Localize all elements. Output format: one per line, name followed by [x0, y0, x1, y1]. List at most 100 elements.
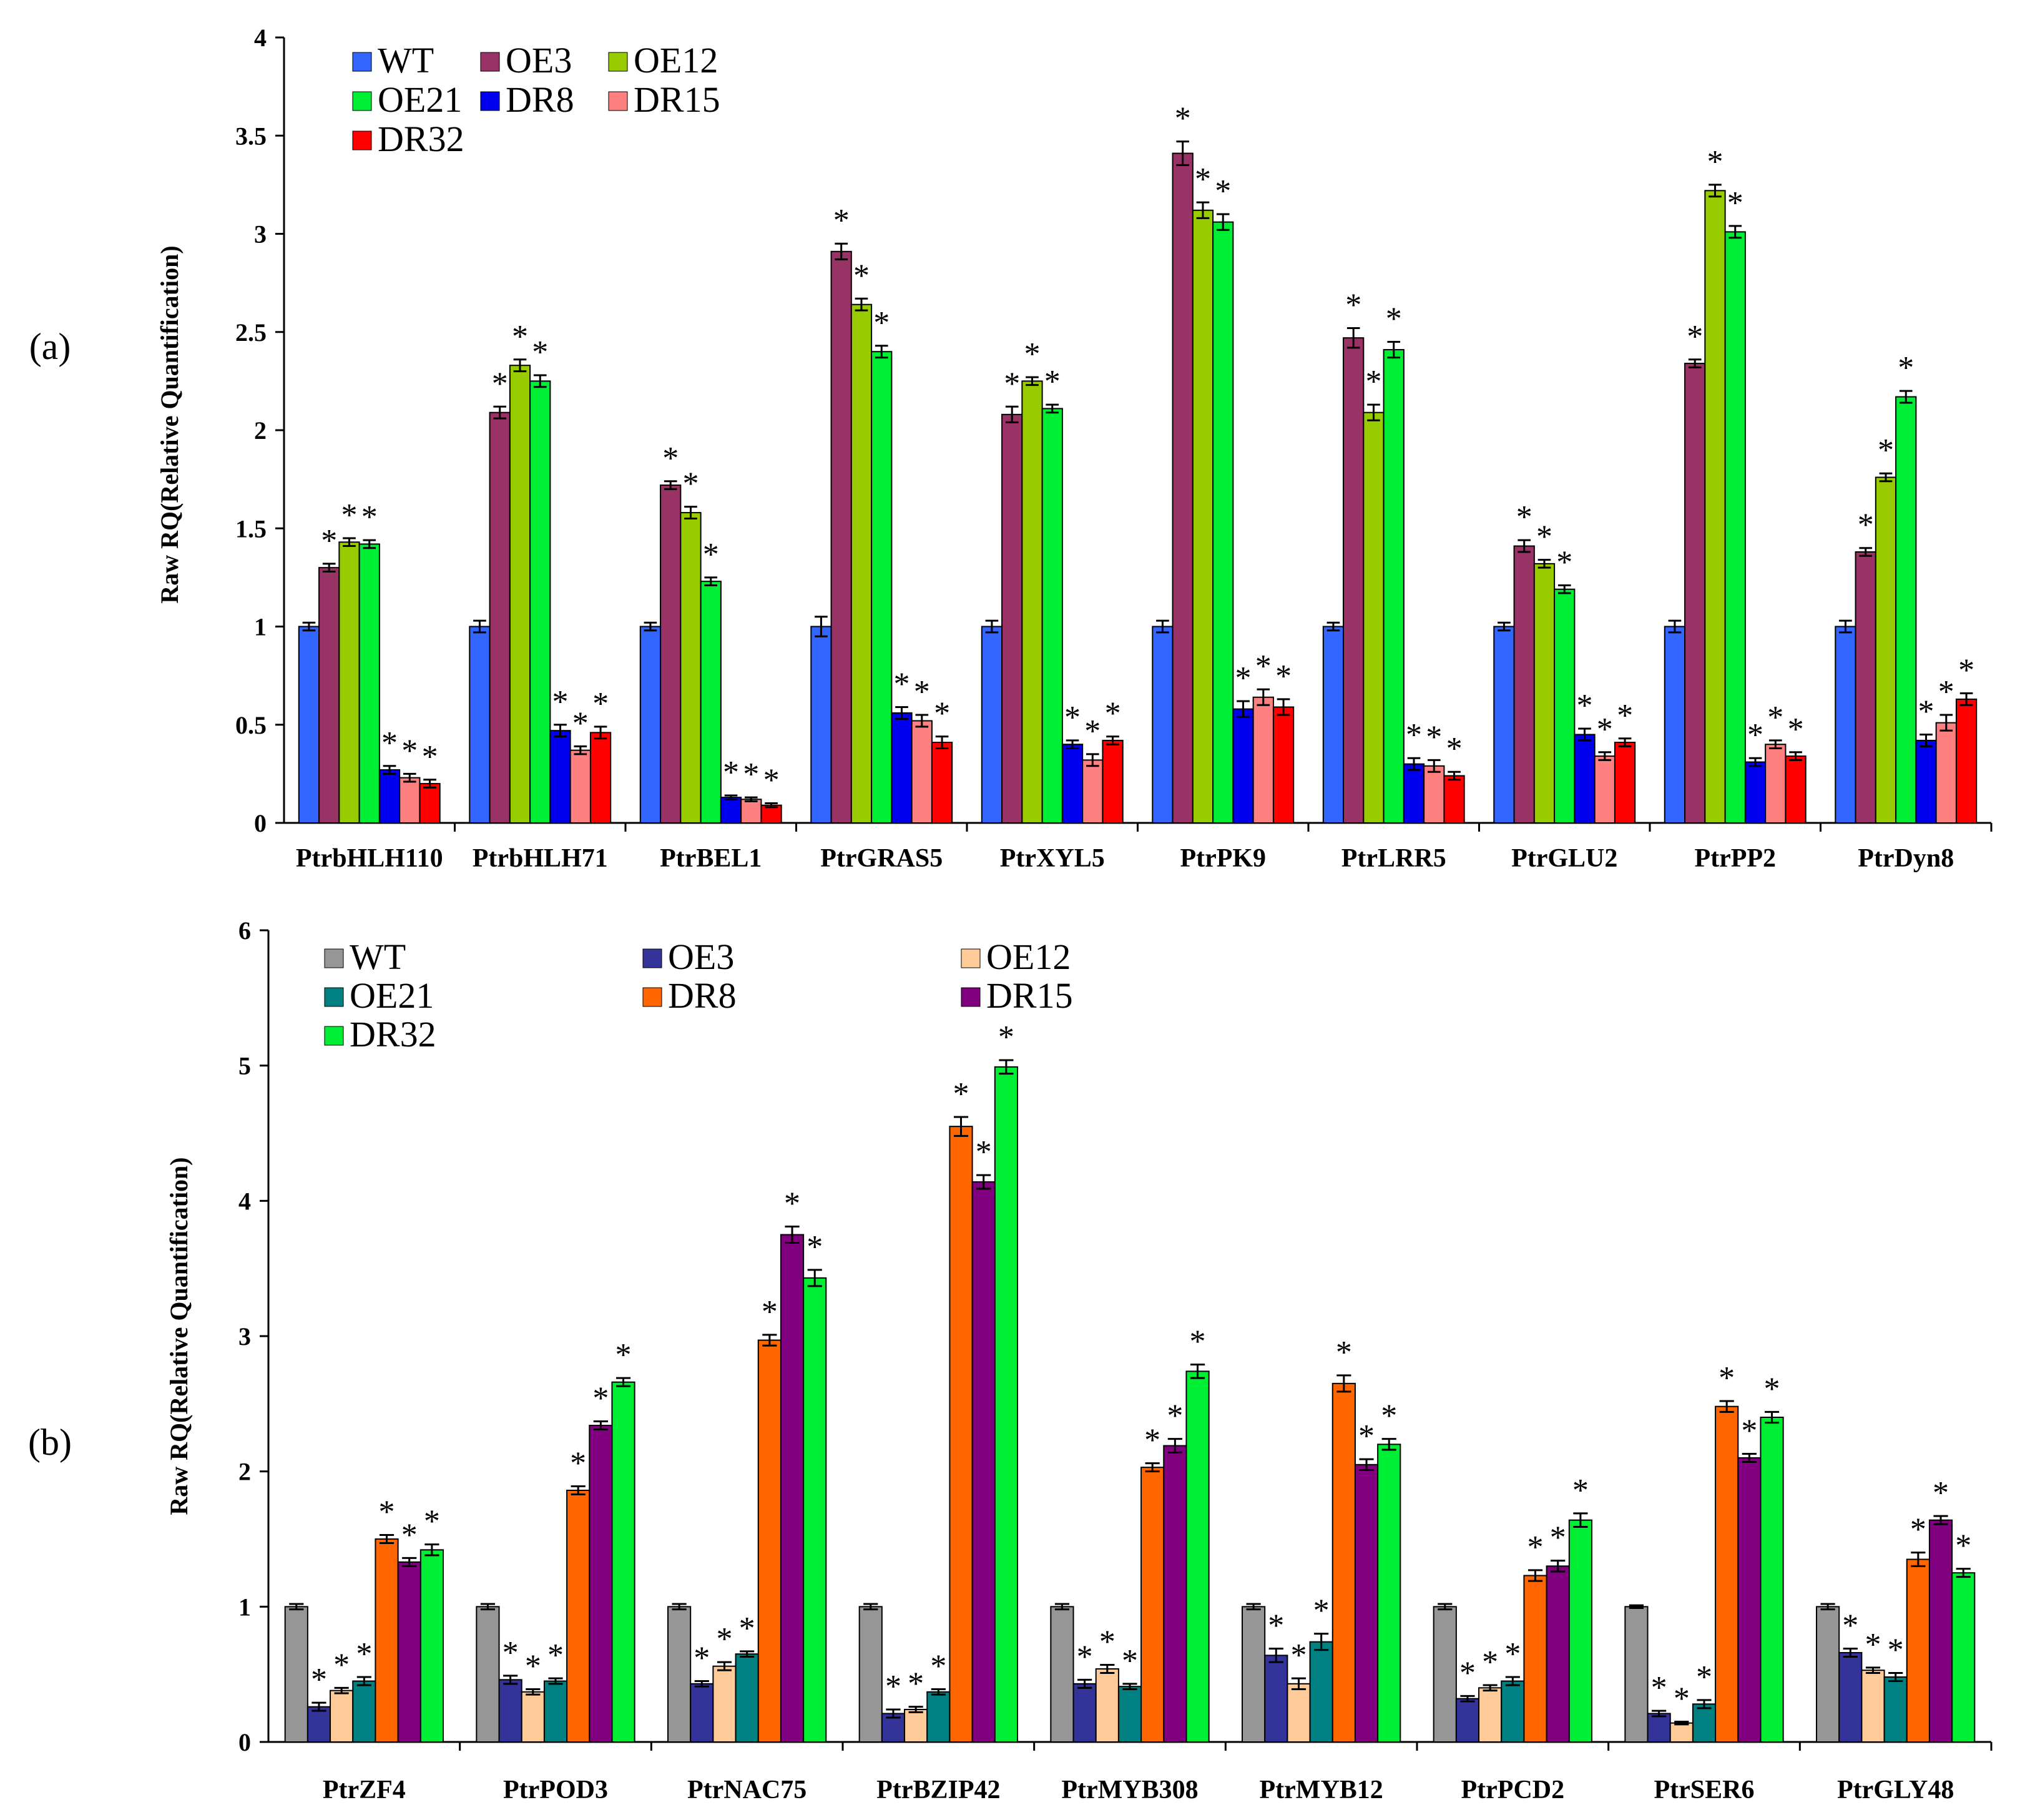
panel-a-bar — [399, 777, 421, 824]
panel-a-bar — [1574, 734, 1596, 824]
panel-a-bar — [1423, 765, 1445, 824]
panel-a-significance-star: * — [552, 684, 569, 720]
panel-b-significance-star: * — [1910, 1512, 1926, 1548]
panel-b-y-tick-label: 6 — [238, 917, 251, 945]
panel-b-significance-star: * — [1459, 1655, 1476, 1691]
panel-a-legend-swatch — [480, 52, 500, 72]
panel-b-significance-star: * — [1550, 1520, 1566, 1556]
panel-a-bar — [740, 799, 762, 824]
panel-b-significance-star: * — [1888, 1633, 1904, 1668]
panel-a-bar — [509, 365, 531, 824]
panel-a-bar — [1252, 696, 1274, 824]
panel-b-bar — [1264, 1655, 1288, 1743]
panel-b-bar — [498, 1679, 522, 1743]
panel-a-bar — [1785, 755, 1807, 824]
panel-b-bar — [1163, 1445, 1187, 1743]
panel-b-bar — [1523, 1575, 1547, 1743]
panel-b-significance-star: * — [1313, 1593, 1330, 1629]
panel-b-bar — [690, 1683, 714, 1743]
panel-a-significance-star: * — [1938, 674, 1954, 710]
panel-a-bar — [639, 626, 662, 824]
panel-b-bar — [1838, 1652, 1863, 1743]
panel-a-significance-star: * — [381, 726, 398, 761]
panel-a-bar — [1955, 698, 1978, 824]
panel-b-bar — [1478, 1687, 1503, 1743]
panel-b-legend-swatch — [324, 987, 344, 1007]
panel-b-bar — [1906, 1558, 1930, 1743]
panel-a-category-label: PtrGLU2 — [1511, 844, 1617, 873]
panel-a-significance-star: * — [1044, 364, 1061, 400]
panel-a-significance-star: * — [1597, 712, 1613, 747]
panel-b-bar — [1377, 1444, 1401, 1743]
panel-b-bar — [949, 1126, 973, 1743]
panel-a-bar — [529, 380, 551, 824]
panel-a-bar — [1614, 742, 1636, 824]
panel-b-bar — [352, 1680, 376, 1743]
panel-b-bar — [1883, 1676, 1908, 1743]
panel-a-category-label: PtrPK9 — [1180, 844, 1266, 873]
panel-a-significance-star: * — [1687, 319, 1703, 355]
panel-b-bar — [521, 1691, 545, 1743]
panel-a-bar — [981, 626, 1003, 824]
panel-a-significance-star: * — [833, 203, 850, 239]
panel-a-significance-star: * — [894, 666, 910, 702]
panel-b-bar — [375, 1538, 399, 1743]
panel-b-bar — [1760, 1417, 1784, 1743]
panel-a-bar — [1855, 551, 1876, 824]
panel-a-bar — [1915, 739, 1937, 824]
panel-a-significance-star: * — [1175, 101, 1191, 137]
panel-a-legend-label: DR15 — [634, 79, 720, 120]
panel-b-legend-swatch — [642, 987, 662, 1007]
panel-b-significance-star: * — [1381, 1399, 1397, 1434]
panel-b-bar — [735, 1653, 759, 1743]
panel-b-significance-star: * — [503, 1635, 519, 1671]
panel-a-bar — [931, 742, 953, 824]
panel-a-y-tick-label: 2.5 — [235, 318, 267, 347]
panel-a-bar — [1322, 626, 1345, 824]
panel-b-significance-star: * — [379, 1495, 395, 1530]
panel-b-bar — [1455, 1698, 1480, 1743]
panel-b-significance-star: * — [694, 1641, 710, 1676]
panel-a-significance-star: * — [662, 441, 679, 476]
panel-a-bar — [1835, 626, 1856, 824]
panel-b-significance-star: * — [1144, 1423, 1160, 1458]
panel-b-y-tick-label: 0 — [238, 1728, 251, 1756]
panel-b-bar — [1354, 1463, 1379, 1743]
panel-a-significance-star: * — [743, 757, 759, 792]
panel-b-bar — [780, 1234, 805, 1743]
panel-a-significance-star: * — [1516, 499, 1532, 535]
panel-a-legend-swatch — [352, 130, 372, 150]
panel-a-bar — [1152, 626, 1174, 824]
panel-a-significance-star: * — [1084, 714, 1101, 749]
panel-a-category-label: PtrbHLH110 — [296, 844, 443, 873]
panel-a-bar — [1212, 221, 1234, 824]
panel-b-significance-star: * — [784, 1186, 800, 1222]
panel-a-bar — [1594, 755, 1616, 824]
panel-b-significance-star: * — [1190, 1324, 1206, 1360]
panel-b-chart: (b) Raw RQ(Relative Quantification) 0 1 2 3 4 5… — [28, 917, 1993, 1804]
panel-a-significance-star: * — [1617, 698, 1633, 734]
panel-a-significance-star: * — [321, 523, 337, 559]
panel-a-bar — [1744, 761, 1767, 824]
panel-a-significance-star: * — [873, 305, 890, 341]
panel-b-category-label: PtrPCD2 — [1461, 1776, 1565, 1804]
panel-a-legend-label: WT — [378, 40, 434, 81]
panel-a-significance-star: * — [1235, 661, 1252, 696]
panel-b-bar — [1624, 1606, 1649, 1743]
panel-a-bar — [1875, 476, 1897, 824]
panel-a-category-label: PtrPP2 — [1694, 844, 1776, 873]
panel-a-bar — [1664, 626, 1686, 824]
panel-a-bar — [1895, 396, 1917, 824]
panel-b-significance-star: * — [1358, 1419, 1375, 1454]
panel-a-y-tick-label: 2 — [254, 416, 267, 445]
panel-a-significance-star: * — [723, 755, 739, 790]
panel-b-bar — [330, 1690, 354, 1743]
panel-a-bar — [1403, 763, 1425, 824]
panel-b-y-axis-label: Raw RQ(Relative Quantification) — [165, 1157, 193, 1515]
panel-b-bar — [1309, 1641, 1333, 1743]
panel-b-category-label: PtrBZIP42 — [876, 1776, 1000, 1804]
panel-b-legend-label: OE12 — [986, 937, 1071, 977]
panel-b-significance-star: * — [424, 1504, 440, 1540]
panel-a-y-axis-label: Raw RQ(Relative Quantification) — [155, 245, 184, 603]
panel-a-legend-swatch — [352, 52, 372, 72]
